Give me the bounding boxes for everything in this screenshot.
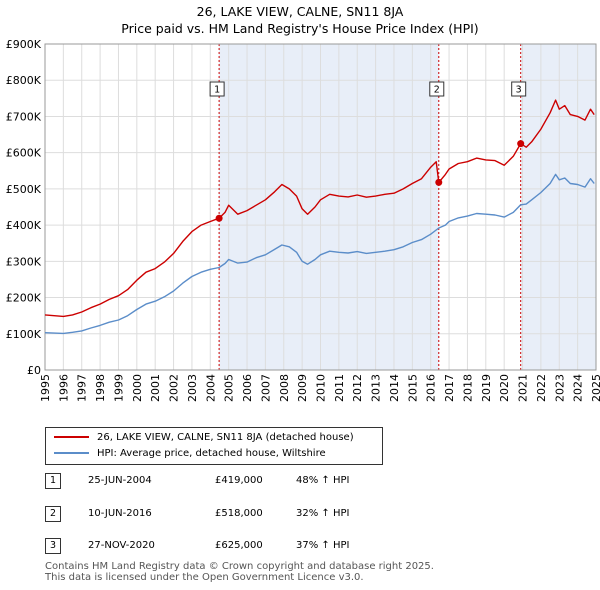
sale-row: 2 10-JUN-2016 £518,000 32% ↑ HPI bbox=[45, 505, 405, 523]
copyright-footer: Contains HM Land Registry data © Crown c… bbox=[45, 561, 434, 583]
ownership-shade bbox=[219, 44, 439, 370]
x-tick-label: 2023 bbox=[553, 374, 566, 402]
x-tick-label: 1995 bbox=[39, 374, 52, 402]
x-tick-label: 2018 bbox=[461, 374, 474, 402]
legend-label-hpi: HPI: Average price, detached house, Wilt… bbox=[97, 448, 326, 459]
x-tick-label: 2011 bbox=[333, 374, 346, 402]
footer-line-2: This data is licensed under the Open Gov… bbox=[45, 572, 364, 583]
title-line-1: 26, LAKE VIEW, CALNE, SN11 8JA bbox=[196, 4, 404, 19]
x-tick-label: 2014 bbox=[388, 374, 401, 402]
x-tick-label: 2002 bbox=[168, 374, 181, 402]
sale-number-badge: 3 bbox=[45, 538, 61, 554]
x-tick-label: 2015 bbox=[406, 374, 419, 402]
x-tick-label: 2009 bbox=[296, 374, 309, 402]
chart-title: 26, LAKE VIEW, CALNE, SN11 8JA Price pai… bbox=[0, 3, 600, 37]
sale-price: £625,000 bbox=[215, 540, 263, 551]
sale-hpi-change: 37% ↑ HPI bbox=[296, 540, 350, 551]
title-line-2: Price paid vs. HM Land Registry's House … bbox=[121, 21, 479, 36]
sale-price: £419,000 bbox=[215, 475, 263, 486]
y-tick-label: £0 bbox=[27, 364, 41, 377]
plot-area-border bbox=[44, 43, 597, 371]
sale-number-box bbox=[511, 81, 527, 97]
x-tick-label: 2013 bbox=[370, 374, 383, 402]
x-tick-label: 1997 bbox=[76, 374, 89, 402]
sale-point bbox=[215, 214, 223, 222]
sale-hpi-change: 32% ↑ HPI bbox=[296, 508, 350, 519]
x-tick-label: 1999 bbox=[112, 374, 125, 402]
x-tick-label: 2025 bbox=[590, 374, 600, 402]
sale-point bbox=[517, 140, 525, 148]
y-tick-label: £300K bbox=[6, 255, 42, 268]
y-tick-label: £800K bbox=[6, 74, 42, 87]
hpi-series-line bbox=[44, 173, 595, 335]
y-tick-label: £100K bbox=[6, 328, 42, 341]
x-tick-label: 2004 bbox=[204, 374, 217, 402]
x-tick-label: 2007 bbox=[259, 374, 272, 402]
sale-date: 27-NOV-2020 bbox=[88, 540, 155, 551]
sale-row: 1 25-JUN-2004 £419,000 48% ↑ HPI bbox=[45, 472, 405, 490]
x-tick-label: 1998 bbox=[94, 374, 107, 402]
ownership-shade bbox=[520, 44, 596, 370]
sale-hpi-change: 48% ↑ HPI bbox=[296, 475, 350, 486]
sale-date: 10-JUN-2016 bbox=[88, 508, 152, 519]
x-tick-label: 2000 bbox=[131, 374, 144, 402]
sale-number-badge: 1 bbox=[45, 473, 61, 489]
x-tick-label: 2024 bbox=[572, 374, 585, 402]
sale-number-label: 3 bbox=[516, 85, 522, 96]
y-tick-label: £600K bbox=[6, 147, 42, 160]
sale-number-badge: 2 bbox=[45, 506, 61, 522]
y-tick-label: £900K bbox=[6, 38, 42, 51]
footer-line-1: Contains HM Land Registry data © Crown c… bbox=[45, 561, 434, 572]
sale-number-label: 2 bbox=[434, 85, 440, 96]
x-tick-label: 2020 bbox=[498, 374, 511, 402]
x-tick-label: 2012 bbox=[351, 374, 364, 402]
x-tick-label: 2017 bbox=[443, 374, 456, 402]
legend-label-property: 26, LAKE VIEW, CALNE, SN11 8JA (detached… bbox=[97, 432, 354, 443]
legend-item-hpi: HPI: Average price, detached house, Wilt… bbox=[54, 447, 326, 461]
sale-number-box bbox=[209, 81, 225, 97]
property-line-swatch bbox=[54, 436, 89, 438]
y-tick-label: £500K bbox=[6, 183, 42, 196]
x-tick-label: 2021 bbox=[517, 374, 530, 402]
price-chart: 1 2 3 £0 £100K £200K £300K £400K £500K £600K £700K… bbox=[6, 38, 600, 402]
x-tick-label: 2003 bbox=[186, 374, 199, 402]
x-tick-label: 2008 bbox=[278, 374, 291, 402]
sale-row: 3 27-NOV-2020 £625,000 37% ↑ HPI bbox=[45, 537, 405, 555]
sale-point bbox=[435, 178, 443, 186]
chart-legend: 26, LAKE VIEW, CALNE, SN11 8JA (detached… bbox=[45, 427, 383, 465]
sale-price: £518,000 bbox=[215, 508, 263, 519]
x-tick-label: 2016 bbox=[425, 374, 438, 402]
x-tick-label: 2019 bbox=[480, 374, 493, 402]
legend-item-property: 26, LAKE VIEW, CALNE, SN11 8JA (detached… bbox=[54, 431, 354, 445]
y-tick-label: £700K bbox=[6, 110, 42, 123]
y-tick-label: £200K bbox=[6, 292, 42, 305]
hpi-line-swatch bbox=[54, 452, 89, 454]
x-tick-label: 2010 bbox=[315, 374, 328, 402]
sale-date: 25-JUN-2004 bbox=[88, 475, 152, 486]
x-tick-label: 2001 bbox=[149, 374, 162, 402]
x-tick-label: 1996 bbox=[57, 374, 70, 402]
x-tick-label: 2022 bbox=[535, 374, 548, 402]
x-tick-label: 2006 bbox=[241, 374, 254, 402]
y-tick-label: £400K bbox=[6, 219, 42, 232]
x-tick-label: 2005 bbox=[223, 374, 236, 402]
sale-number-label: 1 bbox=[214, 85, 220, 96]
sale-number-box bbox=[429, 81, 445, 97]
